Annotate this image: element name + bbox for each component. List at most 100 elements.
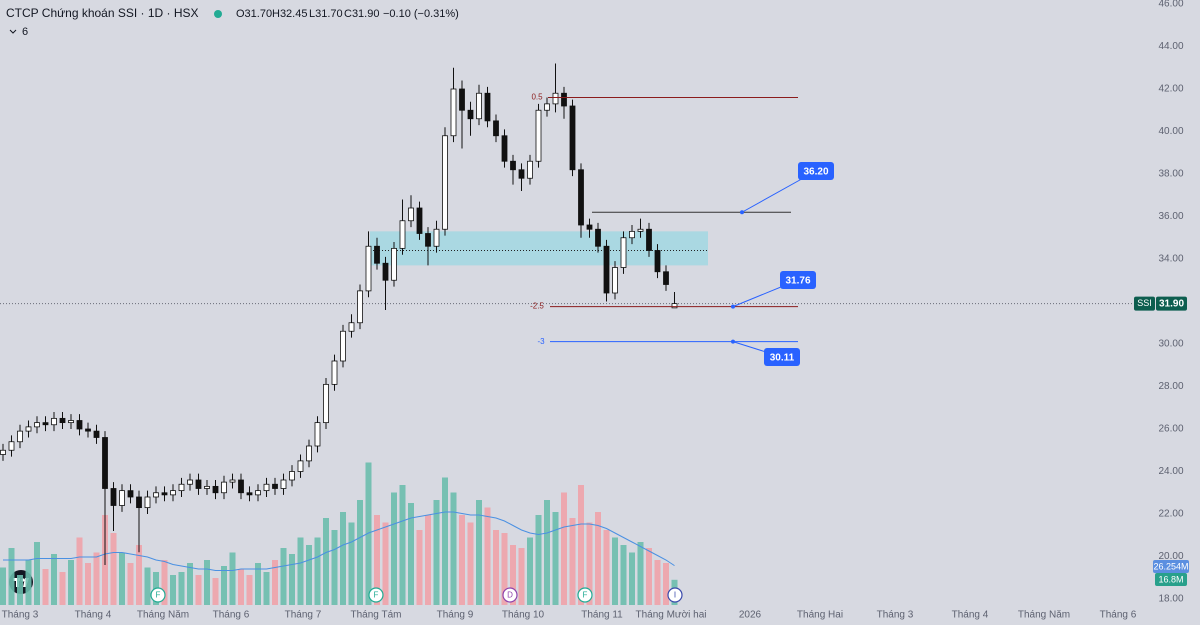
- candle-body: [153, 492, 159, 498]
- price-badge: [1156, 296, 1187, 311]
- event-label: F: [156, 591, 161, 600]
- candle-body: [25, 426, 32, 432]
- volume-bar: [238, 569, 244, 605]
- candle-body: [314, 422, 321, 447]
- collapse-chevron[interactable]: [9, 29, 17, 34]
- x-tick-label: Tháng Tám: [351, 610, 402, 621]
- candle-body: [484, 92, 491, 122]
- symbol-badge: [1134, 296, 1155, 311]
- candle-body: [408, 207, 414, 222]
- x-tick-label: Tháng 4: [952, 610, 989, 621]
- volume-bar: [561, 492, 567, 605]
- ohlc-value: O31.70: [236, 8, 272, 20]
- volume-bar: [450, 492, 457, 605]
- volume-bar: [59, 572, 66, 605]
- event-marker[interactable]: [577, 587, 593, 603]
- volume-bar: [382, 522, 389, 605]
- volume-bar: [518, 548, 525, 605]
- volume-bar: [161, 560, 168, 605]
- candle-body: [42, 422, 49, 426]
- event-marker[interactable]: [150, 587, 166, 603]
- volume-bar: [646, 548, 652, 605]
- volume-bar: [119, 552, 125, 605]
- symbol-title[interactable]: CTCP Chứng khoán SSI · 1D · HSX: [6, 6, 199, 20]
- candle-body: [68, 420, 74, 424]
- candle-body: [433, 228, 440, 247]
- symbol-label: SSI: [1137, 298, 1152, 308]
- candle-body: [612, 267, 618, 294]
- candle-body: [195, 479, 202, 489]
- candle-body: [246, 492, 253, 496]
- y-tick-label: 34.00: [1158, 254, 1183, 265]
- callout-box: [798, 162, 834, 180]
- x-tick-label: Tháng Mười hai: [635, 610, 706, 621]
- candle-body: [561, 92, 567, 107]
- volume-bar: [144, 567, 151, 605]
- ohlc-value: C31.90: [344, 8, 379, 20]
- candle-body: [646, 228, 652, 251]
- volume-bar: [195, 575, 202, 605]
- candle-body: [552, 92, 559, 105]
- candle-body: [348, 322, 355, 332]
- callout-box: [764, 348, 800, 366]
- volume-bar: [42, 569, 49, 605]
- volume-bar: [272, 560, 278, 605]
- volume-bar: [25, 560, 32, 605]
- volume-bar: [348, 522, 355, 605]
- candle-body: [136, 496, 142, 509]
- candle-body: [586, 224, 593, 230]
- fib-label: -2.5: [530, 302, 544, 311]
- candle-body: [170, 490, 176, 496]
- volume-bar: [68, 560, 74, 605]
- volume-bar: [629, 552, 635, 605]
- y-tick-label: 46.00: [1158, 0, 1183, 10]
- candle-body: [263, 483, 270, 492]
- candle-body: [93, 430, 100, 438]
- candle-body: [365, 245, 372, 292]
- volume-bar: [595, 512, 601, 605]
- candle-body: [544, 103, 550, 111]
- volume-bar: [612, 537, 618, 605]
- ohlc-value: H32.45: [272, 8, 307, 20]
- candle-body: [391, 247, 397, 281]
- volume-bar: [255, 563, 261, 605]
- candle-body: [416, 207, 423, 234]
- x-tick-label: Tháng Hai: [797, 610, 843, 621]
- candle-body: [629, 230, 635, 239]
- event-marker[interactable]: [502, 587, 518, 603]
- x-tick-label: Tháng 6: [213, 610, 250, 621]
- callout-box: [780, 271, 816, 289]
- event-marker[interactable]: [667, 587, 683, 603]
- volume-bar: [280, 548, 287, 605]
- volume-bar: [578, 485, 584, 605]
- candle-body: [442, 135, 448, 230]
- candle-body: [578, 169, 584, 226]
- candle-body: [17, 430, 23, 443]
- candle-body: [518, 169, 525, 179]
- x-tick-label: Tháng 4: [75, 610, 112, 621]
- volume-bar: [365, 462, 372, 605]
- candle-body: [569, 105, 576, 171]
- event-marker[interactable]: [368, 587, 384, 603]
- indicator-count[interactable]: 6: [22, 26, 28, 38]
- volume-bar: [187, 563, 193, 605]
- volume-bar: [527, 537, 533, 605]
- market-status[interactable]: [214, 10, 222, 18]
- candle-body: [85, 428, 91, 432]
- volume-bar: [535, 515, 542, 605]
- callout-label: 30.11: [770, 353, 795, 364]
- candle-body: [8, 441, 15, 451]
- candle-body: [501, 135, 508, 162]
- volume-bar: [331, 530, 338, 605]
- x-tick-label: 2026: [739, 610, 762, 621]
- x-tick-label: Tháng 7: [285, 610, 322, 621]
- candle-body: [178, 483, 185, 492]
- volume-bar: [433, 500, 440, 605]
- x-tick-label: Tháng 11: [581, 610, 623, 621]
- y-tick-label: 42.00: [1158, 84, 1183, 95]
- candle-body: [161, 492, 168, 496]
- volume-bar: [136, 545, 142, 605]
- volume-bar: [204, 560, 210, 605]
- volume-bar: [289, 554, 295, 605]
- volume-bar: [0, 567, 6, 605]
